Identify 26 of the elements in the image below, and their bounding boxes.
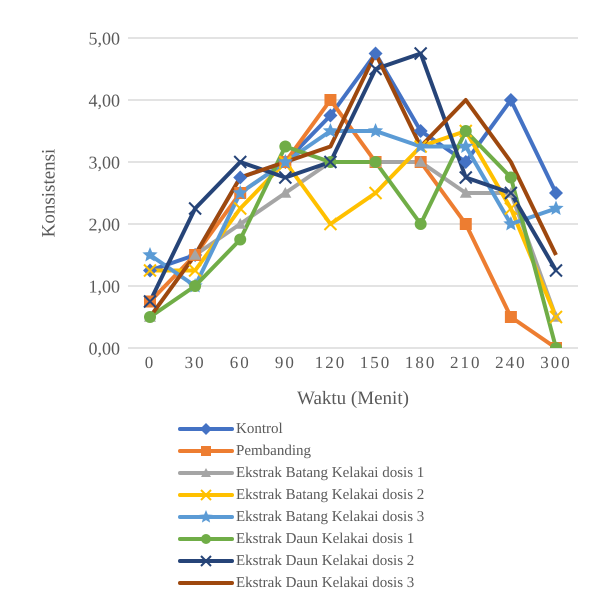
y-tick-label: 5,00 [88, 28, 120, 48]
y-tick-label: 2,00 [88, 214, 120, 234]
legend-label: Ekstrak Daun Kelakai dosis 2 [236, 552, 414, 570]
y-axis-title: Konsistensi [38, 148, 60, 238]
legend-label: Ekstrak Batang Kelakai dosis 2 [236, 486, 424, 504]
x-tick-label: 240 [495, 353, 527, 372]
legend-label: Pembanding [236, 442, 311, 460]
x-tick-label: 300 [540, 353, 572, 372]
legend-label: Kontrol [236, 420, 283, 438]
x-tick-label: 60 [230, 353, 251, 372]
y-tick-label: 3,00 [88, 152, 120, 172]
x-tick-label: 120 [314, 353, 346, 372]
y-tick-label: 0,00 [88, 338, 120, 358]
x-tick-label: 150 [360, 353, 392, 372]
x-tick-label: 180 [404, 353, 436, 372]
x-tick-label: 0 [144, 353, 156, 372]
legend-label: Ekstrak Daun Kelakai dosis 3 [236, 574, 414, 592]
x-axis-title: Waktu (Menit) [297, 388, 409, 409]
legend-label: Ekstrak Daun Kelakai dosis 1 [236, 530, 414, 548]
x-tick-label: 210 [450, 353, 482, 372]
x-tick-label: 30 [184, 353, 206, 372]
y-tick-label: 1,00 [88, 276, 120, 296]
x-tick-label: 90 [274, 353, 296, 372]
y-tick-label: 4,00 [88, 90, 120, 110]
legend-label: Ekstrak Batang Kelakai dosis 3 [236, 508, 424, 526]
legend-label: Ekstrak Batang Kelakai dosis 1 [236, 464, 424, 482]
